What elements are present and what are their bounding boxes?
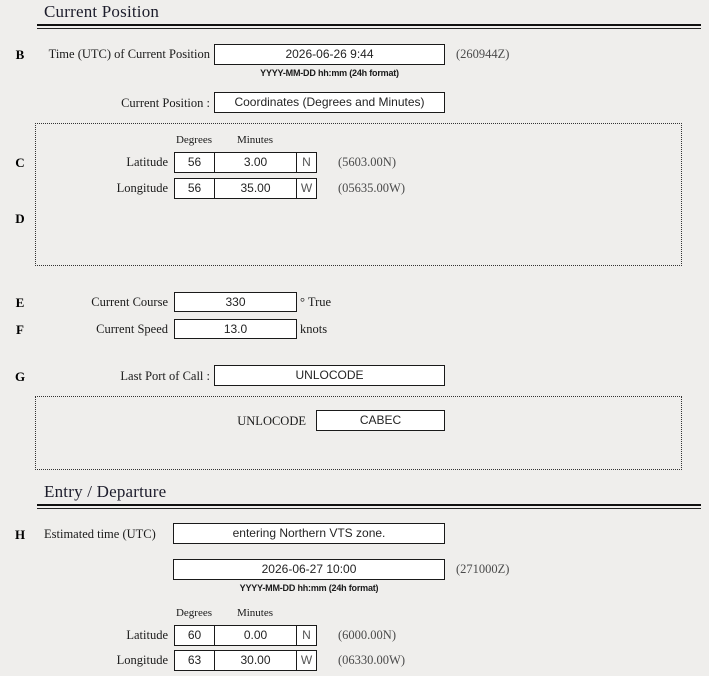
derived-estimated-time: (271000Z) [456, 562, 510, 576]
panel-last-port-unlocode [35, 396, 682, 470]
hint-time-format-h: YYYY-MM-DD hh:mm (24h format) [239, 583, 379, 593]
suffix-current-speed-units: knots [300, 322, 328, 336]
label-current-speed: Current Speed [96, 322, 168, 336]
row-letter-g: G [14, 369, 26, 384]
input-longitude-minutes-c[interactable]: 35.00 [215, 178, 297, 199]
suffix-current-course-units: ° True [300, 295, 332, 309]
panel-current-coordinates [35, 123, 682, 266]
input-estimated-time[interactable]: 2026-06-27 10:00 [173, 559, 445, 580]
label-current-position-type: Current Position : [121, 96, 210, 110]
row-letter-c: C [15, 155, 25, 170]
input-longitude-degrees-c[interactable]: 56 [174, 178, 215, 199]
section-rule-thin [37, 28, 701, 29]
derived-longitude-h: (06330.00W) [338, 653, 405, 667]
section-title-entry-departure: Entry / Departure [44, 482, 167, 501]
derived-latitude-c: (5603.00N) [338, 155, 396, 169]
input-latitude-hemisphere-h[interactable]: N [297, 625, 317, 646]
input-latitude-hemisphere-c[interactable]: N [297, 152, 317, 173]
input-longitude-degrees-h[interactable]: 63 [174, 650, 215, 671]
label-latitude-c: Latitude [126, 155, 168, 169]
input-current-speed[interactable]: 13.0 [174, 319, 297, 339]
row-letter-f: F [16, 322, 24, 337]
select-last-port-of-call[interactable]: UNLOCODE [214, 365, 445, 386]
input-longitude-hemisphere-h[interactable]: W [297, 650, 317, 671]
derived-latitude-h: (6000.00N) [338, 628, 396, 642]
label-current-course: Current Course [91, 295, 168, 309]
input-latitude-minutes-h[interactable]: 0.00 [215, 625, 297, 646]
label-unlocode: UNLOCODE [237, 414, 306, 428]
input-latitude-degrees-c[interactable]: 56 [174, 152, 215, 173]
section-header-entry-departure: Entry / Departure [37, 482, 701, 509]
input-time-current-position[interactable]: 2026-06-26 9:44 [214, 44, 445, 65]
row-letter-b: B [15, 47, 25, 62]
label-time-current-position: Time (UTC) of Current Position [48, 47, 210, 61]
input-current-course[interactable]: 330 [174, 292, 297, 312]
row-letter-h: H [14, 527, 26, 542]
input-unlocode[interactable]: CABEC [316, 410, 445, 431]
section-rule-thick [37, 24, 701, 26]
section-rule-thick-2 [37, 504, 701, 506]
input-longitude-hemisphere-c[interactable]: W [297, 178, 317, 199]
section-rule-thin-2 [37, 508, 701, 509]
input-latitude-minutes-c[interactable]: 3.00 [215, 152, 297, 173]
section-header-current-position: Current Position [37, 2, 701, 29]
column-caption-minutes-h: Minutes [236, 607, 274, 619]
column-caption-degrees-h: Degrees [175, 607, 213, 619]
column-caption-minutes-c: Minutes [236, 134, 274, 146]
label-estimated-time: Estimated time (UTC) [44, 527, 156, 541]
select-current-position-type[interactable]: Coordinates (Degrees and Minutes) [214, 92, 445, 113]
label-latitude-h: Latitude [126, 628, 168, 642]
derived-time-current-position: (260944Z) [456, 47, 510, 61]
derived-longitude-c: (05635.00W) [338, 181, 405, 195]
label-last-port-of-call: Last Port of Call : [120, 369, 210, 383]
row-letter-d: D [15, 211, 25, 226]
input-latitude-degrees-h[interactable]: 60 [174, 625, 215, 646]
column-caption-degrees-c: Degrees [175, 134, 213, 146]
input-longitude-minutes-h[interactable]: 30.00 [215, 650, 297, 671]
section-title-current-position: Current Position [44, 2, 160, 21]
label-longitude-h: Longitude [116, 653, 168, 667]
row-letter-e: E [15, 295, 25, 310]
hint-time-format-b: YYYY-MM-DD hh:mm (24h format) [260, 68, 399, 78]
label-longitude-c: Longitude [116, 181, 168, 195]
select-estimated-time-event[interactable]: entering Northern VTS zone. [173, 523, 445, 544]
